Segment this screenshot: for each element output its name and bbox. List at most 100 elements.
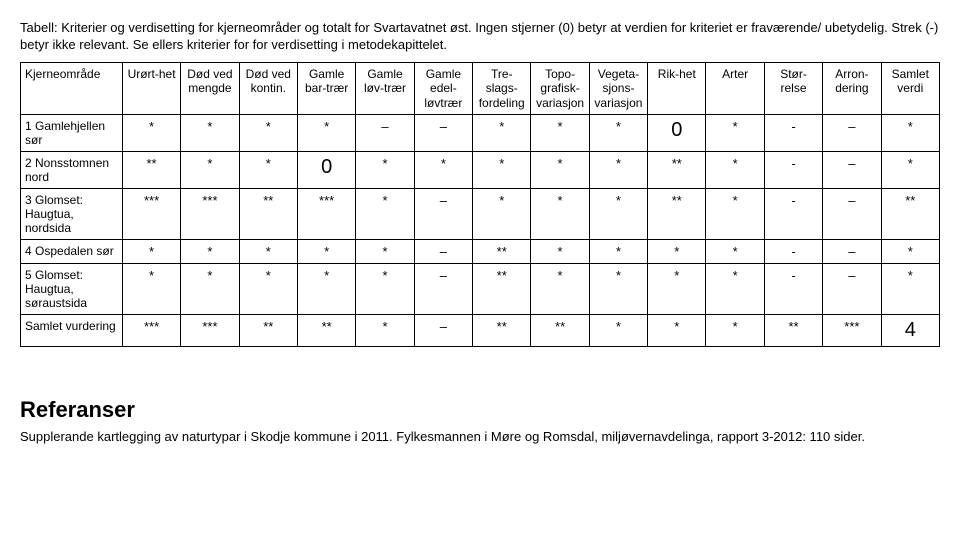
col-header: Død ved kontin. [239, 62, 297, 114]
cell: * [648, 239, 706, 263]
cell: * [414, 151, 472, 188]
col-header: Vegeta-sjons-variasjon [589, 62, 647, 114]
col-header: Død ved mengde [181, 62, 239, 114]
row-label: 2 Nonsstomnen nord [21, 151, 123, 188]
cell: * [589, 314, 647, 346]
col-header: Gamle løv-trær [356, 62, 414, 114]
col-header: Gamle edel-løvtrær [414, 62, 472, 114]
cell: *** [823, 314, 881, 346]
cell: ** [764, 314, 822, 346]
table-row: Samlet vurdering***********–************… [21, 314, 940, 346]
cell: – [356, 114, 414, 151]
cell: - [764, 114, 822, 151]
cell: ** [531, 314, 589, 346]
cell: ** [239, 188, 297, 239]
cell: * [122, 239, 180, 263]
cell: * [706, 314, 764, 346]
cell: *** [181, 314, 239, 346]
cell: * [589, 114, 647, 151]
row-label: Samlet vurdering [21, 314, 123, 346]
cell: * [356, 263, 414, 314]
cell: – [823, 114, 881, 151]
cell: * [473, 188, 531, 239]
table-row: 1 Gamlehjellen sør****––***0*-–* [21, 114, 940, 151]
cell: * [881, 239, 939, 263]
cell: * [239, 239, 297, 263]
cell: * [589, 239, 647, 263]
cell: * [181, 239, 239, 263]
cell: * [706, 239, 764, 263]
cell: ** [297, 314, 355, 346]
cell: ** [473, 239, 531, 263]
cell: * [881, 263, 939, 314]
cell: - [764, 151, 822, 188]
table-row: 5 Glomset: Haugtua, søraustsida*****–***… [21, 263, 940, 314]
col-header: Topo-grafisk-variasjon [531, 62, 589, 114]
cell: ** [122, 151, 180, 188]
cell: * [881, 114, 939, 151]
cell: * [531, 114, 589, 151]
cell: * [239, 263, 297, 314]
cell: *** [122, 314, 180, 346]
cell: 4 [881, 314, 939, 346]
cell: ** [239, 314, 297, 346]
col-header-rowlabel: Kjerneområde [21, 62, 123, 114]
cell: * [473, 151, 531, 188]
cell: * [706, 188, 764, 239]
table-row: 4 Ospedalen sør*****–******-–* [21, 239, 940, 263]
cell: * [356, 151, 414, 188]
cell: 0 [648, 114, 706, 151]
cell: * [356, 314, 414, 346]
cell: * [589, 263, 647, 314]
cell: * [181, 263, 239, 314]
table-caption: Tabell: Kriterier og verdisetting for kj… [20, 20, 940, 54]
references-body: Supplerande kartlegging av naturtypar i … [20, 429, 940, 446]
cell: * [297, 239, 355, 263]
cell: ** [648, 188, 706, 239]
references-heading: Referanser [20, 397, 940, 423]
row-label: 1 Gamlehjellen sør [21, 114, 123, 151]
table-row: 3 Glomset: Haugtua, nordsida************… [21, 188, 940, 239]
row-label: 5 Glomset: Haugtua, søraustsida [21, 263, 123, 314]
cell: * [648, 314, 706, 346]
col-header: Urørt-het [122, 62, 180, 114]
cell: ** [648, 151, 706, 188]
col-header: Stør-relse [764, 62, 822, 114]
col-header: Samlet verdi [881, 62, 939, 114]
col-header: Arter [706, 62, 764, 114]
table-header-row: KjerneområdeUrørt-hetDød ved mengdeDød v… [21, 62, 940, 114]
row-label: 3 Glomset: Haugtua, nordsida [21, 188, 123, 239]
cell: - [764, 239, 822, 263]
cell: * [181, 151, 239, 188]
cell: – [823, 151, 881, 188]
cell: – [414, 314, 472, 346]
cell: – [823, 239, 881, 263]
table-row: 2 Nonsstomnen nord****0********-–* [21, 151, 940, 188]
cell: * [181, 114, 239, 151]
row-label: 4 Ospedalen sør [21, 239, 123, 263]
cell: * [297, 114, 355, 151]
cell: * [356, 239, 414, 263]
cell: – [414, 188, 472, 239]
cell: – [823, 188, 881, 239]
cell: * [531, 263, 589, 314]
cell: 0 [297, 151, 355, 188]
cell: *** [122, 188, 180, 239]
cell: – [414, 114, 472, 151]
cell: * [531, 151, 589, 188]
cell: – [414, 263, 472, 314]
cell: ** [473, 314, 531, 346]
cell: * [881, 151, 939, 188]
col-header: Arron-dering [823, 62, 881, 114]
cell: * [706, 263, 764, 314]
criteria-table: KjerneområdeUrørt-hetDød ved mengdeDød v… [20, 62, 940, 347]
cell: * [589, 188, 647, 239]
cell: * [122, 263, 180, 314]
cell: * [239, 151, 297, 188]
col-header: Gamle bar-trær [297, 62, 355, 114]
cell: – [414, 239, 472, 263]
cell: * [706, 151, 764, 188]
cell: * [473, 114, 531, 151]
cell: * [706, 114, 764, 151]
cell: * [239, 114, 297, 151]
